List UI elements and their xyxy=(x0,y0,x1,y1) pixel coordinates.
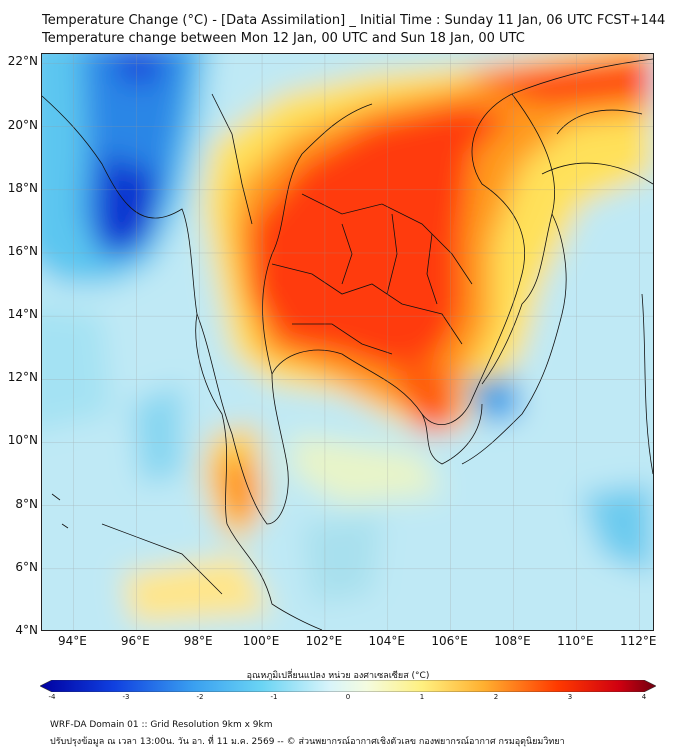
lon-label: 108°E xyxy=(494,634,531,648)
colorbar xyxy=(40,680,656,692)
lon-label: 106°E xyxy=(431,634,468,648)
colorbar-tick: 2 xyxy=(493,693,499,701)
map-subtitle: Temperature change between Mon 12 Jan, 0… xyxy=(42,31,525,46)
colorbar-tick: 0 xyxy=(345,693,351,701)
colorbar-tick: -2 xyxy=(196,693,204,701)
colorbar-tick: 4 xyxy=(641,693,647,701)
lat-label: 18°N xyxy=(7,180,38,195)
credit-line: ปรับปรุงข้อมูล ณ เวลา 13:00น. วัน อา. ที… xyxy=(50,737,565,747)
model-info: WRF-DA Domain 01 :: Grid Resolution 9km … xyxy=(50,720,273,730)
lon-label: 112°E xyxy=(620,634,657,648)
lat-label: 20°N xyxy=(7,117,38,132)
lon-label: 98°E xyxy=(183,634,213,648)
colorbar-tick: 1 xyxy=(419,693,425,701)
map-canvas xyxy=(42,54,653,630)
lat-label: 8°N xyxy=(15,496,38,511)
lon-label: 102°E xyxy=(305,634,343,648)
lat-label: 14°N xyxy=(7,307,38,322)
lat-label: 12°N xyxy=(7,370,38,385)
lat-label: 4°N xyxy=(15,623,38,637)
lon-label: 110°E xyxy=(557,634,594,648)
graticule xyxy=(42,54,653,630)
lon-label: 104°E xyxy=(368,634,406,648)
lat-label: 16°N xyxy=(7,243,38,258)
lat-label: 6°N xyxy=(15,559,38,574)
colorbar-tick: -1 xyxy=(270,693,278,701)
temperature-field xyxy=(42,54,653,630)
colorbar-tick: -4 xyxy=(48,693,56,701)
temperature-change-map xyxy=(41,53,654,631)
map-title: Temperature Change (°C) - [Data Assimila… xyxy=(42,13,666,28)
lon-label: 96°E xyxy=(120,634,150,648)
colorbar-tick: -3 xyxy=(122,693,130,701)
colorbar-tick: 3 xyxy=(567,693,573,701)
lon-label: 100°E xyxy=(242,634,280,648)
lat-label: 10°N xyxy=(7,433,38,448)
lon-label: 94°E xyxy=(57,634,87,648)
lat-label: 22°N xyxy=(7,54,38,69)
colorbar-title: อุณหภูมิเปลี่ยนแปลง หน่วย องศาเซลเซียส (… xyxy=(246,671,430,681)
coastline-borders xyxy=(42,58,653,630)
